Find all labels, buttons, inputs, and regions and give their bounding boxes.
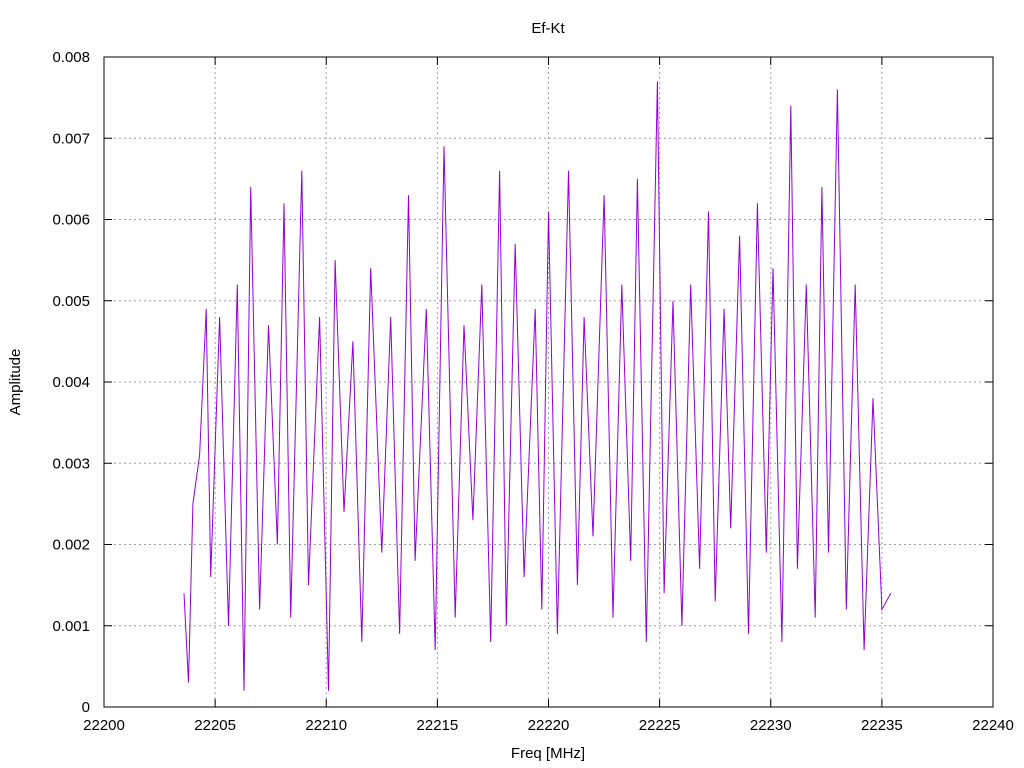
y-tick-label: 0.004 <box>52 374 90 391</box>
x-tick-label: 22230 <box>750 717 792 734</box>
y-tick-label: 0.003 <box>52 455 90 472</box>
x-tick-label: 22215 <box>417 717 459 734</box>
y-tick-label: 0.007 <box>52 130 90 147</box>
y-tick-label: 0.005 <box>52 293 90 310</box>
x-tick-label: 22205 <box>194 717 236 734</box>
y-tick-label: 0.002 <box>52 537 90 554</box>
x-tick-label: 22210 <box>305 717 347 734</box>
y-tick-label: 0.001 <box>52 618 90 635</box>
axes: 22200 22205 22210 22215 22220 22225 22230 22235… <box>52 49 1013 734</box>
x-tick-label: 22220 <box>528 717 570 734</box>
series-line-0 <box>183 81 892 691</box>
y-tick-label: 0.008 <box>52 49 90 66</box>
x-tick-label: 22240 <box>972 717 1014 734</box>
x-axis-title: Freq [MHz] <box>511 745 585 762</box>
chart-title: Ef-Kt <box>531 20 565 37</box>
x-tick-label: 22225 <box>639 717 681 734</box>
y-tick-label: 0 <box>82 699 90 716</box>
y-axis-title: Amplitude <box>7 349 24 416</box>
y-tick-label: 0.006 <box>52 212 90 229</box>
grid-lines <box>104 57 993 707</box>
x-tick-label: 22235 <box>861 717 903 734</box>
plot-area <box>183 81 892 691</box>
x-tick-label: 22200 <box>83 717 125 734</box>
